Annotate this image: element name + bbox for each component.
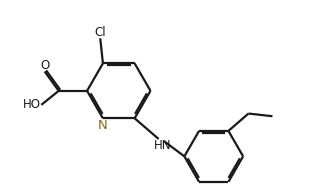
- Text: N: N: [97, 119, 107, 132]
- Text: O: O: [40, 59, 50, 72]
- Text: Cl: Cl: [94, 26, 106, 39]
- Text: HO: HO: [23, 98, 41, 111]
- Text: HN: HN: [154, 139, 171, 152]
